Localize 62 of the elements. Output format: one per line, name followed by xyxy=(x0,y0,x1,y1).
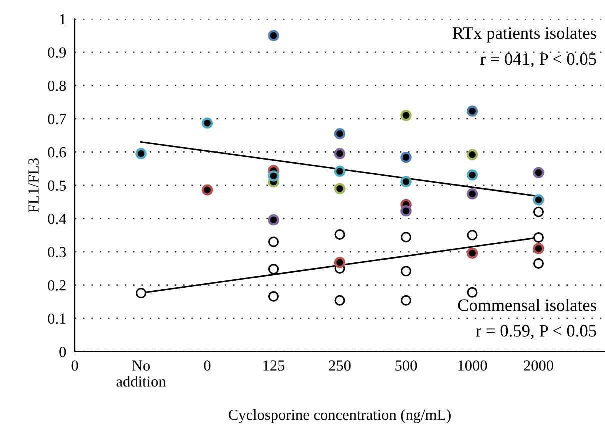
point xyxy=(334,229,346,240)
x-tick-label: 0 xyxy=(204,360,211,371)
y-tick-label: 0.5 xyxy=(48,180,66,192)
y-tick-label: 0.6 xyxy=(48,147,66,158)
point xyxy=(466,188,478,200)
point xyxy=(400,295,412,306)
point xyxy=(533,167,544,178)
point xyxy=(400,152,412,164)
point xyxy=(466,248,478,259)
point xyxy=(202,184,214,196)
point xyxy=(268,236,280,248)
x-tick-label: No addition xyxy=(116,360,166,387)
point xyxy=(334,148,346,160)
point xyxy=(334,295,346,306)
point xyxy=(400,176,412,188)
point xyxy=(268,170,280,182)
x-tick-label: 1000 xyxy=(458,360,488,371)
point xyxy=(533,258,544,269)
y-tick-label: 0.7 xyxy=(48,114,66,124)
point xyxy=(400,110,412,122)
x-axis-title: Cyclosporine concentration (ng/mL) xyxy=(229,409,451,424)
point xyxy=(400,232,412,243)
point xyxy=(202,118,214,129)
y-tick-label: 0.9 xyxy=(48,48,66,58)
y-tick-label: 0 xyxy=(60,346,66,358)
y-tick-label: 1 xyxy=(60,14,66,24)
point xyxy=(400,206,412,217)
y-tick-label: 0.1 xyxy=(48,314,66,324)
y-tick-label: 0.3 xyxy=(48,247,66,258)
x-tick-label: 2000 xyxy=(524,360,554,371)
point xyxy=(467,287,478,298)
x-tick-label: 0 xyxy=(72,360,78,371)
point xyxy=(467,230,478,241)
x-tick-label: 250 xyxy=(329,360,351,371)
point xyxy=(466,106,478,117)
point xyxy=(466,170,478,181)
annotation: Commensal isolates xyxy=(458,299,596,312)
point xyxy=(136,288,147,299)
point xyxy=(533,194,544,206)
y-tick-label: 0.2 xyxy=(48,280,66,291)
point xyxy=(533,243,544,254)
point xyxy=(268,30,280,42)
point xyxy=(334,128,346,140)
point xyxy=(268,264,280,275)
annotation: RTx patients isolates xyxy=(452,26,596,43)
point xyxy=(400,266,412,277)
point xyxy=(268,214,280,226)
point xyxy=(268,291,280,302)
annotation: r = 041, P < 0.05 xyxy=(480,53,596,68)
annotation: r = 0.59, P < 0.05 xyxy=(476,325,596,340)
point xyxy=(334,257,346,268)
point xyxy=(533,206,544,218)
y-tick-label: 0.4 xyxy=(48,214,66,224)
point xyxy=(466,149,478,161)
x-tick-label: 125 xyxy=(264,360,285,371)
point xyxy=(334,166,346,178)
y-axis-title: FL1/FL3 xyxy=(28,158,39,213)
x-tick-label: 500 xyxy=(396,360,418,371)
y-tick-label: 0.8 xyxy=(48,80,66,92)
point xyxy=(334,183,346,194)
point xyxy=(136,148,147,160)
point xyxy=(533,232,544,244)
